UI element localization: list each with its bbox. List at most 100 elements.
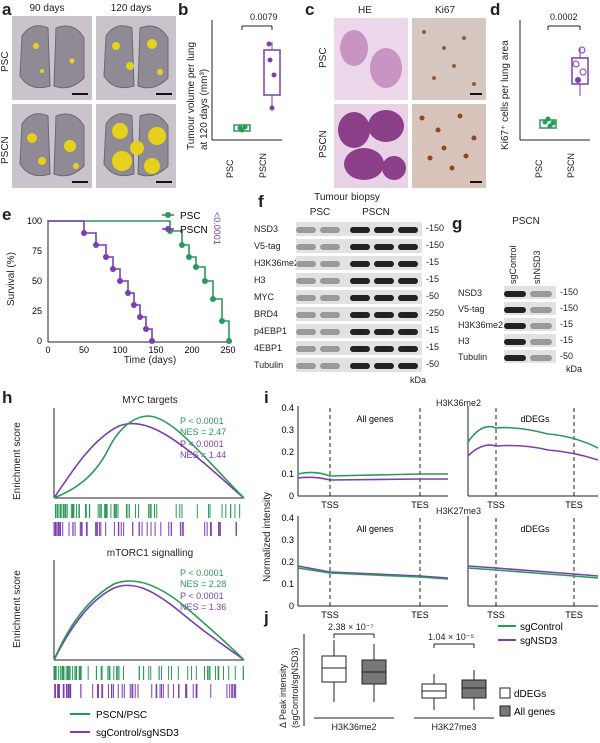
- panel-f-row-label: 4EBP1: [254, 343, 283, 353]
- panel-f-band: [296, 244, 316, 250]
- panel-h-top-gsea: [53, 408, 245, 536]
- i-ytick-0b: 0: [289, 601, 294, 611]
- panel-c-col2: Ki67: [434, 5, 455, 16]
- panel-f-mw-marker: -50: [426, 359, 440, 369]
- i-tl-label: All genes: [356, 414, 394, 424]
- panel-d-pvalue: 0.0002: [550, 12, 578, 22]
- panel-b-xcat2: PSCN: [258, 152, 268, 178]
- e-legend-psc: PSC: [180, 211, 201, 222]
- panel-f-band: [350, 295, 370, 301]
- panel-h-bottom-gsea: [53, 560, 245, 698]
- panel-f-band: [296, 227, 316, 233]
- panel-f-mw-marker: -15: [426, 257, 440, 267]
- panel-f-band: [374, 346, 394, 352]
- panel-f-row-label: H3K36me2: [254, 258, 300, 268]
- panel-label-g: g: [452, 214, 463, 233]
- panel-a-tumours: [27, 39, 166, 174]
- panel-g-row-label: Tubulin: [458, 352, 488, 362]
- panel-g-mw-marker: -50: [560, 351, 574, 361]
- panel-f-band: [374, 261, 394, 267]
- h-top-p1: P < 0.0001: [180, 416, 224, 426]
- i-tr-tss: TSS: [487, 500, 505, 510]
- panel-g-band: [504, 291, 526, 297]
- h-top-purple-ticks: [53, 522, 237, 536]
- panel-g-row-label: H3K36me2: [458, 320, 504, 330]
- panel-d-xcat2: PSCN: [566, 152, 576, 178]
- e-xtick-200: 200: [184, 345, 199, 355]
- i-br-tes: TES: [565, 610, 583, 620]
- panel-e-xlabel: Time (days): [123, 355, 177, 366]
- panel-d-boxplot: [519, 20, 590, 141]
- panel-d-xcat1: PSC: [534, 159, 544, 178]
- panel-f-mw-marker: -15: [426, 274, 440, 284]
- i-ytick-02b: 0.2: [281, 557, 294, 567]
- panel-g-band: [530, 339, 552, 345]
- panel-a-col2: 120 days: [110, 3, 152, 14]
- h-bot-nes2: NES = 1.36: [180, 602, 227, 612]
- panel-f-band: [350, 329, 370, 335]
- panel-g-band: [504, 355, 526, 361]
- panel-f-band: [350, 227, 370, 233]
- h-legend1: PSCN/PSC: [96, 710, 147, 721]
- panel-f-band: [320, 244, 340, 250]
- panel-f-title: Tumour biopsy: [314, 192, 380, 203]
- panel-g-row-label: H3: [458, 336, 470, 346]
- i-ytick-01b: 0.1: [281, 579, 294, 589]
- panel-f-band: [296, 329, 316, 335]
- panel-g-lane1: sgControl: [508, 245, 518, 284]
- panel-label-h: h: [2, 388, 13, 407]
- panel-e-km-plot: 100 75 50 25 0 0 50 100 150 200 250 PSC …: [27, 211, 236, 355]
- panel-g-mw-marker: -15: [560, 335, 574, 345]
- e-xtick-250: 250: [220, 345, 235, 355]
- panel-c-col1: HE: [358, 5, 372, 16]
- panel-label-b: b: [178, 0, 189, 19]
- i-legend2: sgNSD3: [520, 636, 558, 647]
- panel-g-band: [504, 339, 526, 345]
- panel-f-mw-marker: -150: [426, 223, 445, 233]
- h-top-nes1: NES = 2.47: [180, 427, 227, 437]
- i-ytick-02: 0.2: [281, 447, 294, 457]
- e-xtick-150: 150: [148, 345, 163, 355]
- panel-f-band: [374, 329, 394, 335]
- h-bot-p1: P < 0.0001: [180, 568, 224, 578]
- i-tl-tss: TSS: [321, 500, 339, 510]
- panel-f-band: [350, 363, 370, 369]
- panel-h-ylabel-bottom: Enrichment score: [12, 570, 23, 648]
- panel-f-band: [398, 278, 418, 284]
- i-ytick-03: 0.3: [281, 425, 294, 435]
- panel-g-band: [530, 355, 552, 361]
- i-legend1: sgControl: [520, 622, 563, 633]
- panel-f-group1: PSC: [309, 207, 331, 218]
- panel-g-unit: kDa: [566, 364, 583, 374]
- panel-g-lane2: shNSD3: [532, 250, 542, 284]
- panel-i-top-mark: H3K36me2: [436, 398, 482, 408]
- h-bot-green-ticks: [53, 666, 244, 680]
- panel-j-ylabel1: Δ Peak intensity: [278, 663, 288, 728]
- panel-f-band: [350, 312, 370, 318]
- panel-label-e: e: [2, 205, 12, 224]
- panel-f-band: [374, 312, 394, 318]
- panel-g-band: [530, 307, 552, 313]
- panel-b-xcat1: PSC: [225, 159, 235, 178]
- i-bl-label: All genes: [356, 524, 394, 534]
- panel-f-band: [296, 278, 316, 284]
- panel-g-band: [530, 291, 552, 297]
- panel-f-band: [374, 278, 394, 284]
- i-ytick-04: 0.4: [281, 403, 294, 413]
- i-tl-tes: TES: [411, 500, 429, 510]
- h-top-green-ticks: [54, 504, 241, 518]
- panel-f-row-label: BRD4: [254, 309, 279, 319]
- panel-a-row2: PSCN: [0, 136, 11, 164]
- panel-c-row1: PSC: [318, 47, 329, 68]
- panel-j-p2: 1.04 × 10⁻⁵: [428, 632, 475, 642]
- h-bot-p2: P < 0.0001: [180, 591, 224, 601]
- panel-f-band: [398, 312, 418, 318]
- panel-label-a: a: [2, 0, 12, 19]
- panel-h-bottom-title: mTORC1 signalling: [106, 548, 194, 559]
- panel-j-xcat2: H3K27me3: [431, 722, 477, 732]
- panel-a-lung-renders: [12, 16, 176, 188]
- panel-f-mw-marker: -250: [426, 308, 445, 318]
- panel-f-band: [320, 278, 340, 284]
- panel-f-row-label: V5-tag: [254, 241, 281, 251]
- panel-g-mw-marker: -150: [560, 303, 579, 313]
